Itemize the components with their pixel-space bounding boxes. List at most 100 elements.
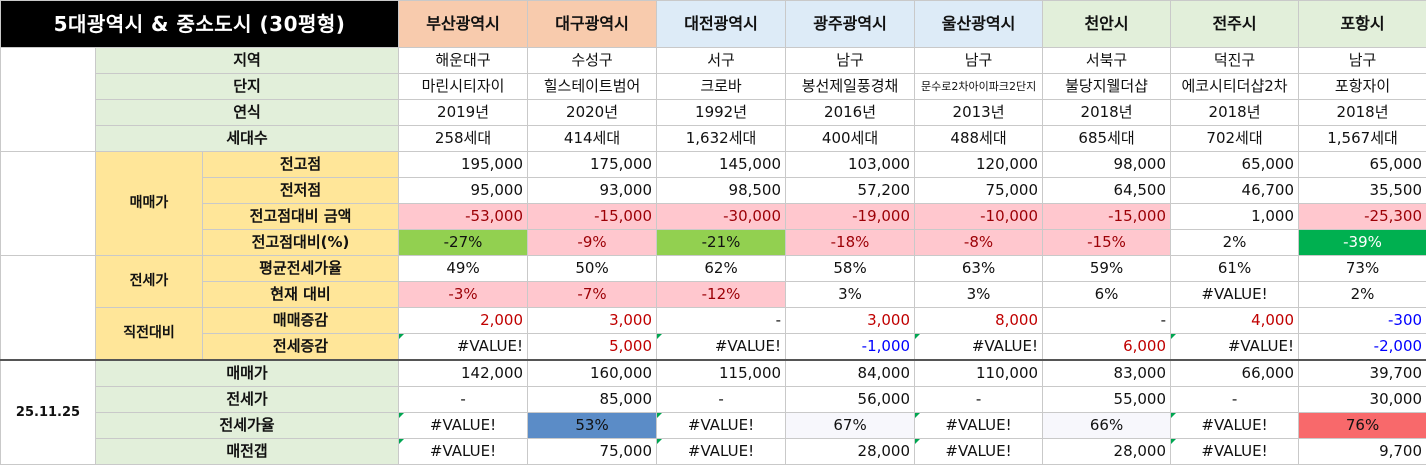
cell[interactable]: -25,300 bbox=[1299, 204, 1426, 230]
cell[interactable]: 봉선제일풍경채 bbox=[786, 74, 915, 100]
cell[interactable]: 2013년 bbox=[915, 100, 1043, 126]
city-header[interactable]: 광주광역시 bbox=[786, 1, 915, 48]
section-label-jeonse[interactable]: 전세가 bbox=[96, 256, 203, 308]
cell[interactable]: -10,000 bbox=[915, 204, 1043, 230]
cell[interactable]: 49% bbox=[399, 256, 528, 282]
cell[interactable]: - bbox=[915, 387, 1043, 413]
cell[interactable]: 95,000 bbox=[399, 178, 528, 204]
row-label-pct[interactable]: 전고점대비(%) bbox=[203, 230, 399, 256]
cell[interactable]: 195,000 bbox=[399, 152, 528, 178]
cell[interactable]: 685세대 bbox=[1043, 126, 1171, 152]
row-label-current-jeonse[interactable]: 전세가 bbox=[96, 387, 399, 413]
cell[interactable]: 남구 bbox=[786, 48, 915, 74]
cell[interactable]: 65,000 bbox=[1171, 152, 1299, 178]
row-label-peak[interactable]: 전고점 bbox=[203, 152, 399, 178]
city-header[interactable]: 울산광역시 bbox=[915, 1, 1043, 48]
cell[interactable]: -18% bbox=[786, 230, 915, 256]
row-label-avg-ratio[interactable]: 평균전세가율 bbox=[203, 256, 399, 282]
blank-cell[interactable] bbox=[1, 256, 96, 361]
row-label-now-compare[interactable]: 현재 대비 bbox=[203, 282, 399, 308]
cell[interactable]: #VALUE! bbox=[915, 334, 1043, 361]
cell[interactable]: 258세대 bbox=[399, 126, 528, 152]
cell[interactable]: 문수로2차아이파크2단지 bbox=[915, 74, 1043, 100]
cell[interactable]: 2019년 bbox=[399, 100, 528, 126]
cell[interactable]: - bbox=[1171, 387, 1299, 413]
sheet-title[interactable]: 5대광역시 & 중소도시 (30평형) bbox=[1, 1, 399, 48]
cell[interactable]: 4,000 bbox=[1171, 308, 1299, 334]
cell[interactable]: -9% bbox=[528, 230, 657, 256]
cell[interactable]: #VALUE! bbox=[1171, 439, 1299, 465]
cell[interactable]: 3,000 bbox=[528, 308, 657, 334]
cell[interactable]: 서구 bbox=[657, 48, 786, 74]
cell[interactable]: 55,000 bbox=[1043, 387, 1171, 413]
city-header[interactable]: 포항시 bbox=[1299, 1, 1426, 48]
cell[interactable]: 해운대구 bbox=[399, 48, 528, 74]
cell[interactable]: 2020년 bbox=[528, 100, 657, 126]
cell[interactable]: 67% bbox=[786, 413, 915, 439]
cell[interactable]: #VALUE! bbox=[657, 413, 786, 439]
cell[interactable]: 덕진구 bbox=[1171, 48, 1299, 74]
cell[interactable]: 62% bbox=[657, 256, 786, 282]
cell[interactable]: - bbox=[657, 308, 786, 334]
cell[interactable]: 1,000 bbox=[1171, 204, 1299, 230]
row-label-complex[interactable]: 단지 bbox=[96, 74, 399, 100]
cell[interactable]: 115,000 bbox=[657, 360, 786, 387]
cell[interactable]: 1,632세대 bbox=[657, 126, 786, 152]
cell[interactable]: 2% bbox=[1299, 282, 1426, 308]
cell[interactable]: 61% bbox=[1171, 256, 1299, 282]
cell[interactable]: - bbox=[1043, 308, 1171, 334]
cell[interactable]: 28,000 bbox=[786, 439, 915, 465]
city-header[interactable]: 대전광역시 bbox=[657, 1, 786, 48]
cell[interactable]: #VALUE! bbox=[657, 334, 786, 361]
row-label-year[interactable]: 연식 bbox=[96, 100, 399, 126]
row-label-households[interactable]: 세대수 bbox=[96, 126, 399, 152]
cell[interactable]: -8% bbox=[915, 230, 1043, 256]
cell[interactable]: 110,000 bbox=[915, 360, 1043, 387]
row-label-sale-change[interactable]: 매매증감 bbox=[203, 308, 399, 334]
cell[interactable]: 46,700 bbox=[1171, 178, 1299, 204]
cell[interactable]: -30,000 bbox=[657, 204, 786, 230]
cell[interactable]: 64,500 bbox=[1043, 178, 1171, 204]
cell[interactable]: #VALUE! bbox=[915, 439, 1043, 465]
cell[interactable]: 120,000 bbox=[915, 152, 1043, 178]
cell[interactable]: 8,000 bbox=[915, 308, 1043, 334]
cell[interactable]: - bbox=[657, 387, 786, 413]
cell[interactable]: #VALUE! bbox=[399, 334, 528, 361]
cell[interactable]: 39,700 bbox=[1299, 360, 1426, 387]
cell[interactable]: 57,200 bbox=[786, 178, 915, 204]
row-label-jeonse-change[interactable]: 전세증감 bbox=[203, 334, 399, 361]
cell[interactable]: 160,000 bbox=[528, 360, 657, 387]
cell[interactable]: 63% bbox=[915, 256, 1043, 282]
city-header[interactable]: 대구광역시 bbox=[528, 1, 657, 48]
cell[interactable]: #VALUE! bbox=[1171, 413, 1299, 439]
cell[interactable]: 남구 bbox=[915, 48, 1043, 74]
section-label-direct[interactable]: 직전대비 bbox=[96, 308, 203, 361]
cell[interactable]: 175,000 bbox=[528, 152, 657, 178]
cell[interactable]: #VALUE! bbox=[1171, 282, 1299, 308]
cell[interactable]: 66% bbox=[1043, 413, 1171, 439]
cell[interactable]: 수성구 bbox=[528, 48, 657, 74]
cell[interactable]: #VALUE! bbox=[399, 413, 528, 439]
cell[interactable]: 6,000 bbox=[1043, 334, 1171, 361]
cell[interactable]: 35,500 bbox=[1299, 178, 1426, 204]
cell[interactable]: 75,000 bbox=[528, 439, 657, 465]
cell[interactable]: 145,000 bbox=[657, 152, 786, 178]
cell[interactable]: -3% bbox=[399, 282, 528, 308]
cell[interactable]: 크로바 bbox=[657, 74, 786, 100]
cell[interactable]: 93,000 bbox=[528, 178, 657, 204]
cell[interactable]: 에코시티더샵2차 bbox=[1171, 74, 1299, 100]
cell[interactable]: 28,000 bbox=[1043, 439, 1171, 465]
snapshot-date[interactable]: 25.11.25 bbox=[1, 360, 96, 465]
cell[interactable]: -27% bbox=[399, 230, 528, 256]
cell[interactable]: -300 bbox=[1299, 308, 1426, 334]
cell[interactable]: 84,000 bbox=[786, 360, 915, 387]
cell[interactable]: 5,000 bbox=[528, 334, 657, 361]
cell[interactable]: 1992년 bbox=[657, 100, 786, 126]
cell[interactable]: 85,000 bbox=[528, 387, 657, 413]
cell[interactable]: 414세대 bbox=[528, 126, 657, 152]
cell[interactable]: -19,000 bbox=[786, 204, 915, 230]
cell[interactable]: 83,000 bbox=[1043, 360, 1171, 387]
cell[interactable]: 103,000 bbox=[786, 152, 915, 178]
cell[interactable]: 59% bbox=[1043, 256, 1171, 282]
cell[interactable]: 1,567세대 bbox=[1299, 126, 1426, 152]
